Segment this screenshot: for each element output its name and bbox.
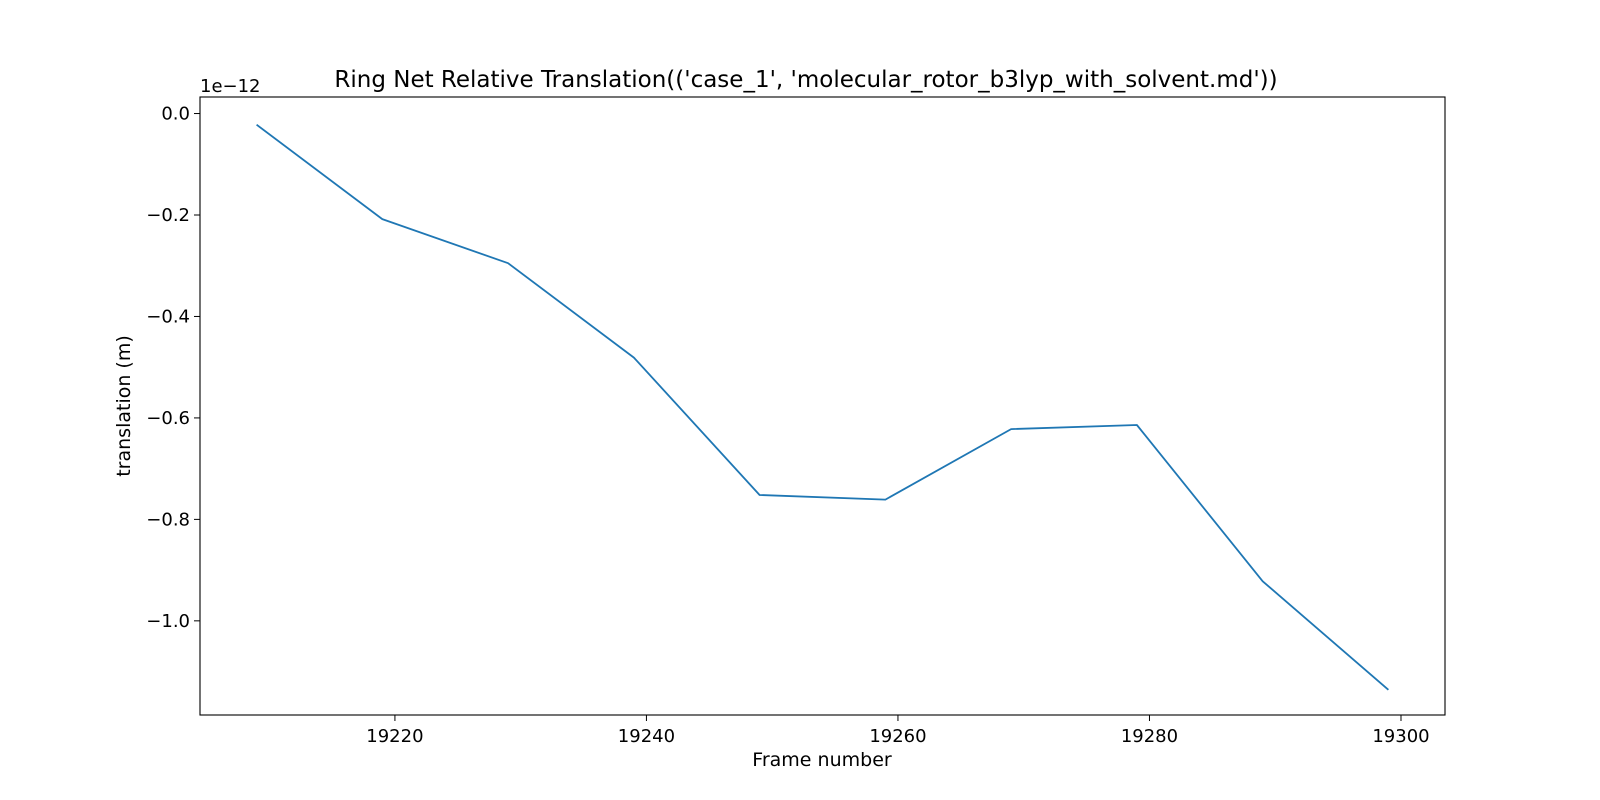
x-tick-label: 19300 [1372,726,1429,747]
x-tick-label: 19220 [366,726,423,747]
y-tick-label: −1.0 [146,611,190,632]
x-tick-label: 19280 [1121,726,1178,747]
plot-area-frame [199,96,1446,716]
y-tick-label: 0.0 [161,104,190,125]
y-axis-label: translation (m) [113,335,135,477]
series-line [256,123,1389,691]
series-layer [256,123,1389,691]
y-tick-label: −0.4 [146,306,190,327]
x-tick-label: 19260 [869,726,926,747]
x-tick-label: 19240 [618,726,675,747]
y-tick-label: −0.6 [146,408,190,429]
chart-title: Ring Net Relative Translation(('case_1',… [334,67,1277,93]
y-tick-label: −0.8 [146,509,190,530]
y-tick-label: −0.2 [146,205,190,226]
x-axis-label: Frame number [752,749,892,771]
axis-ticks: 19220 19240 19260 19280 19300 0.0 −0.2 −0.4 −0.6… [146,104,1429,747]
y-offset-label: 1e−12 [200,76,261,97]
